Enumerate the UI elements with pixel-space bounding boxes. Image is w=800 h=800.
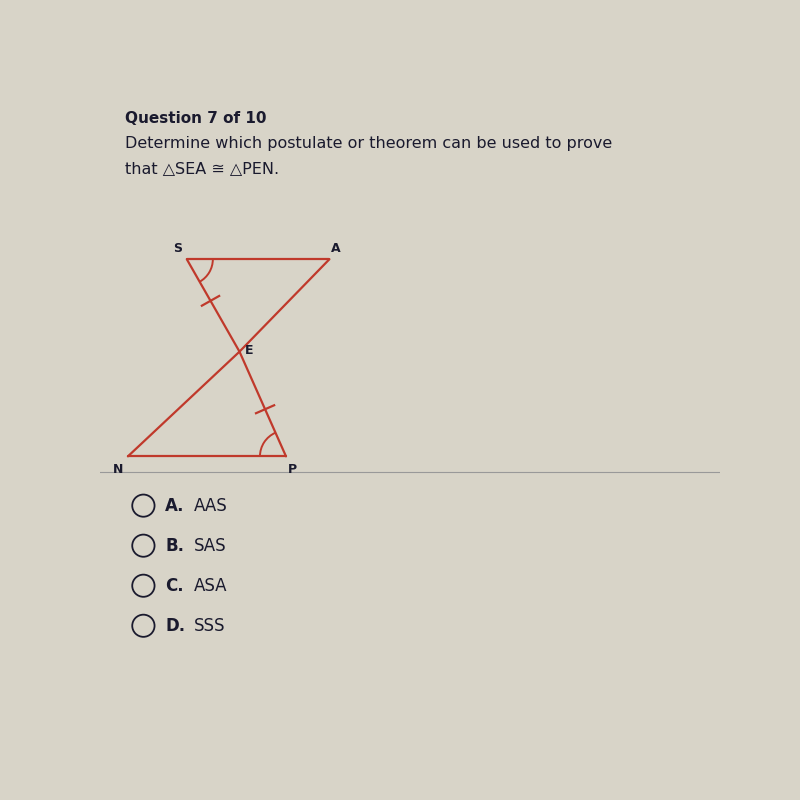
- Text: N: N: [113, 463, 123, 477]
- Text: that △SEA ≅ △PEN.: that △SEA ≅ △PEN.: [125, 161, 279, 176]
- Text: Question 7 of 10: Question 7 of 10: [125, 111, 266, 126]
- Text: A: A: [330, 242, 341, 254]
- Text: C.: C.: [165, 577, 184, 594]
- Text: S: S: [174, 242, 182, 254]
- Text: SSS: SSS: [194, 617, 226, 634]
- Text: P: P: [288, 463, 297, 477]
- Text: SAS: SAS: [194, 537, 227, 554]
- Text: ASA: ASA: [194, 577, 228, 594]
- Text: B.: B.: [165, 537, 184, 554]
- Text: AAS: AAS: [194, 497, 228, 514]
- Text: E: E: [245, 344, 253, 357]
- Text: D.: D.: [165, 617, 186, 634]
- Text: Determine which postulate or theorem can be used to prove: Determine which postulate or theorem can…: [125, 136, 612, 151]
- Text: A.: A.: [165, 497, 185, 514]
